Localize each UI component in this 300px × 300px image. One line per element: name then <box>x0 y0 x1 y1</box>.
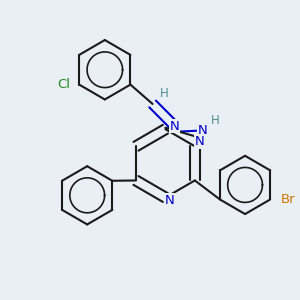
Text: Cl: Cl <box>57 78 70 91</box>
Text: H: H <box>159 87 168 100</box>
Text: N: N <box>198 124 208 137</box>
Text: N: N <box>165 194 175 207</box>
Text: H: H <box>211 114 220 127</box>
Text: N: N <box>170 120 180 133</box>
Text: N: N <box>194 135 204 148</box>
Text: Br: Br <box>280 193 295 206</box>
